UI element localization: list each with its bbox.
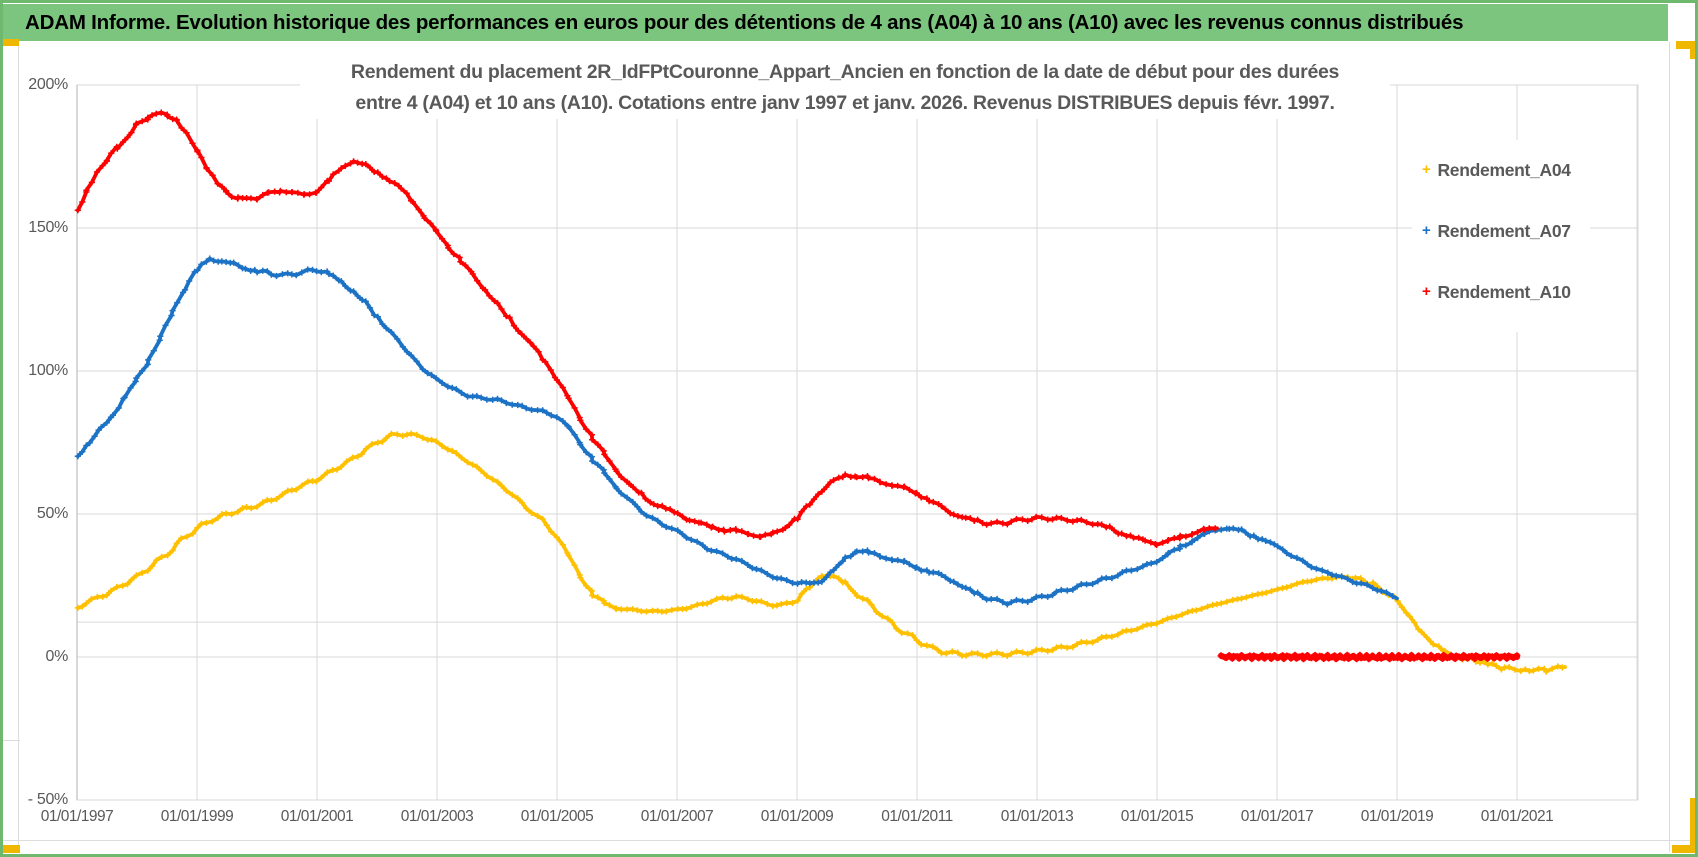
chart-title: Rendement du placement 2R_IdFPtCouronne_… bbox=[300, 57, 1390, 119]
x-axis-label: 01/01/2013 bbox=[1000, 808, 1074, 825]
chart-legend: + Rendement_A04 + Rendement_A07 + Rendem… bbox=[1412, 140, 1590, 332]
x-axis-label: 01/01/2015 bbox=[1120, 808, 1194, 825]
corner-mark-bottom-right-v bbox=[1690, 798, 1698, 845]
legend-entry-a07: + Rendement_A07 bbox=[1422, 205, 1571, 257]
chart-area bbox=[20, 44, 1668, 838]
corner-mark-top-right-h bbox=[1676, 41, 1698, 49]
series-markers-Rendement_A10 bbox=[74, 109, 1219, 548]
sheet-column-line-right bbox=[1669, 42, 1670, 852]
y-axis-label: 50% bbox=[36, 505, 68, 522]
corner-mark-bottom-left bbox=[3, 845, 20, 853]
series-rope-Rendement_A10 bbox=[75, 110, 1219, 547]
y-axis-label: 100% bbox=[28, 362, 68, 379]
x-axis-label: 01/01/2001 bbox=[280, 808, 354, 825]
x-axis-label: 01/01/2005 bbox=[520, 808, 594, 825]
legend-entry-a10: + Rendement_A10 bbox=[1422, 266, 1571, 318]
plus-marker-icon: + bbox=[1422, 282, 1431, 300]
legend-entry-a04: + Rendement_A04 bbox=[1422, 144, 1571, 196]
series-markers-Rendement_A07 bbox=[74, 255, 1396, 608]
x-axis-label: 01/01/2019 bbox=[1360, 808, 1434, 825]
series-markers-Rendement_A04 bbox=[74, 430, 1566, 675]
y-axis-label: 150% bbox=[28, 219, 68, 236]
y-axis-label: 0% bbox=[45, 648, 68, 665]
plus-marker-icon: + bbox=[1422, 221, 1431, 239]
x-axis-label: 01/01/2017 bbox=[1240, 808, 1314, 825]
x-axis-label: 01/01/2021 bbox=[1480, 808, 1554, 825]
x-axis-label: 01/01/1997 bbox=[40, 808, 114, 825]
sheet-row-line bbox=[3, 840, 1695, 841]
legend-label: Rendement_A10 bbox=[1437, 281, 1571, 302]
series-rope-Rendement_A04 bbox=[75, 431, 1567, 674]
legend-label: Rendement_A04 bbox=[1437, 159, 1571, 180]
sheet-column-line-left bbox=[18, 44, 19, 852]
x-axis-label: 01/01/2009 bbox=[760, 808, 834, 825]
sheet-row-line-left bbox=[3, 740, 20, 741]
y-axis-label: 200% bbox=[28, 76, 68, 93]
y-axis-label: - 50% bbox=[27, 791, 69, 808]
legend-label: Rendement_A07 bbox=[1437, 220, 1571, 241]
corner-mark-top-right-v bbox=[1690, 41, 1698, 59]
x-axis-label: 01/01/2003 bbox=[400, 808, 474, 825]
corner-mark-bottom-right-h bbox=[1672, 845, 1698, 853]
plus-marker-icon: + bbox=[1422, 160, 1431, 178]
x-axis-label: 01/01/1999 bbox=[160, 808, 234, 825]
series-rope-Rendement_A07 bbox=[75, 256, 1399, 607]
chart-title-line1: Rendement du placement 2R_IdFPtCouronne_… bbox=[350, 61, 1340, 83]
x-axis-label: 01/01/2007 bbox=[640, 808, 714, 825]
banner-title: ADAM Informe. Evolution historique des p… bbox=[3, 4, 1668, 41]
series-markers-Rendement_A10-zero bbox=[1217, 651, 1521, 663]
chart-title-line2: entre 4 (A04) et 10 ans (A10). Cotations… bbox=[355, 92, 1335, 114]
x-axis-label: 01/01/2011 bbox=[881, 808, 953, 825]
corner-mark-top-left bbox=[3, 39, 19, 46]
